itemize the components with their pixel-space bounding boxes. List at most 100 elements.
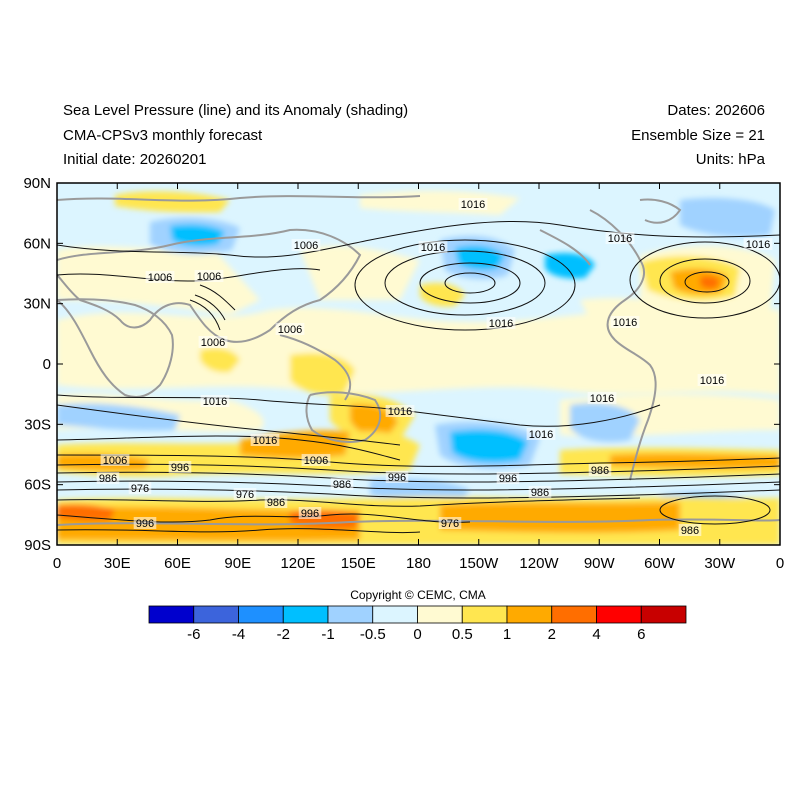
contour-label-bg xyxy=(605,232,635,244)
contour-label: 976 xyxy=(128,482,152,495)
lon-tick-label: 180 xyxy=(406,555,431,572)
lon-tick-label: 120E xyxy=(280,555,315,572)
lon-tick-label: 30E xyxy=(104,555,131,572)
contour-label: 1006 xyxy=(194,270,224,283)
contour-label: 996 xyxy=(496,472,520,485)
anomaly-colorbar xyxy=(148,605,687,624)
contour-label-text: 986 xyxy=(267,497,285,509)
contour-label: 1016 xyxy=(458,198,488,211)
lat-tick-label: 30S xyxy=(24,416,51,433)
contour-label-text: 1016 xyxy=(590,393,614,405)
contour-label: 1016 xyxy=(743,238,773,251)
contour-label-text: 1016 xyxy=(253,435,277,447)
lat-tick-label: 60N xyxy=(23,235,51,252)
contour-label-text: 1016 xyxy=(529,429,553,441)
longitude-axis: 0 30E 60E 90E 120E 150E 180 150W 120W 90W 60W 30W 0 xyxy=(53,183,784,572)
lon-tick-label: 90W xyxy=(584,555,616,572)
contour-label-text: 1006 xyxy=(294,240,318,252)
colorbar-swatch xyxy=(238,605,284,624)
contour-label-text: 996 xyxy=(301,508,319,520)
colorbar-swatch xyxy=(327,605,374,624)
contour-label-bg xyxy=(526,428,556,440)
contour-label-bg xyxy=(96,472,120,484)
colorbar-label: 2 xyxy=(547,626,556,643)
colorbar-label: 4 xyxy=(592,626,601,643)
contour-label-text: 976 xyxy=(441,518,459,530)
contour-label-bg xyxy=(458,198,488,210)
colorbar-swatch xyxy=(551,605,597,624)
colorbar-label: -0.5 xyxy=(359,626,386,643)
contour-label-bg xyxy=(233,488,257,500)
contour-label-bg xyxy=(133,517,157,529)
contour-label-text: 996 xyxy=(388,472,406,484)
lon-tick-label: 150E xyxy=(341,555,376,572)
contour-label-bg xyxy=(418,241,448,253)
contour-label-text: 1006 xyxy=(148,272,172,284)
lat-tick-label: 90S xyxy=(24,537,51,554)
contour-label: 986 xyxy=(96,472,120,485)
contour-label-text: 1016 xyxy=(700,375,724,387)
contour-label: 1006 xyxy=(100,454,130,467)
colorbar-label: -2 xyxy=(276,626,290,643)
contour-label: 1006 xyxy=(198,336,228,349)
contour-label-text: 1006 xyxy=(278,324,302,336)
contour-label-bg xyxy=(145,271,175,283)
contour-label: 1016 xyxy=(605,232,635,245)
contour-label-text: 976 xyxy=(131,483,149,495)
contour-label: 976 xyxy=(233,488,257,501)
colorbar-swatch xyxy=(461,605,508,624)
colorbar-swatch xyxy=(148,605,195,624)
colorbar-label: -1 xyxy=(321,626,335,643)
lon-tick-label: 90E xyxy=(224,555,251,572)
contour-label-bg xyxy=(198,336,228,348)
copyright-text: Copyright © CEMC, CMA xyxy=(350,588,486,602)
contour-label: 996 xyxy=(298,507,322,520)
contour-label-text: 1016 xyxy=(489,318,513,330)
lon-tick-label: 60W xyxy=(644,555,676,572)
contour-label-text: 986 xyxy=(333,479,351,491)
colorbar-swatch xyxy=(417,605,463,624)
contour-label: 1016 xyxy=(697,374,727,387)
contour-label: 986 xyxy=(330,478,354,491)
contour-label-text: 1006 xyxy=(304,455,328,467)
contour-label-text: 986 xyxy=(531,487,549,499)
contour-label-bg xyxy=(438,517,462,529)
contour-label-bg xyxy=(385,405,415,417)
lon-tick-label: 120W xyxy=(519,555,559,572)
contour-label: 996 xyxy=(385,471,409,484)
contour-label-text: 986 xyxy=(99,473,117,485)
contour-label-bg xyxy=(128,482,152,494)
contour-label: 1006 xyxy=(301,454,331,467)
contour-label-text: 1006 xyxy=(201,337,225,349)
map-title: Sea Level Pressure (line) and its Anomal… xyxy=(63,102,409,119)
contour-label-bg xyxy=(194,270,224,282)
contour-label-text: 996 xyxy=(499,473,517,485)
colorbar-swatch xyxy=(640,605,687,624)
ensemble-size: Ensemble Size = 21 xyxy=(631,127,765,144)
contour-label-text: 1016 xyxy=(461,199,485,211)
contour-label-text: 1016 xyxy=(608,233,632,245)
forecast-dates: Dates: 202606 xyxy=(667,102,765,119)
contour-label-bg xyxy=(330,478,354,490)
contour-label: 986 xyxy=(264,496,288,509)
lat-tick-label: 0 xyxy=(43,356,51,373)
colorbar-label: 6 xyxy=(637,626,646,643)
lat-tick-label: 90N xyxy=(23,175,51,192)
contour-label-bg xyxy=(385,471,409,483)
contour-label-bg xyxy=(496,472,520,484)
contour-label-bg xyxy=(528,486,552,498)
contour-label-bg xyxy=(298,507,322,519)
initial-date: Initial date: 20260201 xyxy=(63,151,207,168)
contour-label: 996 xyxy=(133,517,157,530)
units-label: Units: hPa xyxy=(695,151,765,168)
contour-label: 1016 xyxy=(486,317,516,330)
contour-label: 1016 xyxy=(418,241,448,254)
contour-label-text: 1006 xyxy=(103,455,127,467)
contour-label-text: 1016 xyxy=(746,239,770,251)
colorbar-swatch xyxy=(506,605,553,624)
contour-label-text: 1016 xyxy=(421,242,445,254)
contour-label-text: 986 xyxy=(591,465,609,477)
contour-label-bg xyxy=(743,238,773,250)
lon-tick-label: 30W xyxy=(704,555,736,572)
